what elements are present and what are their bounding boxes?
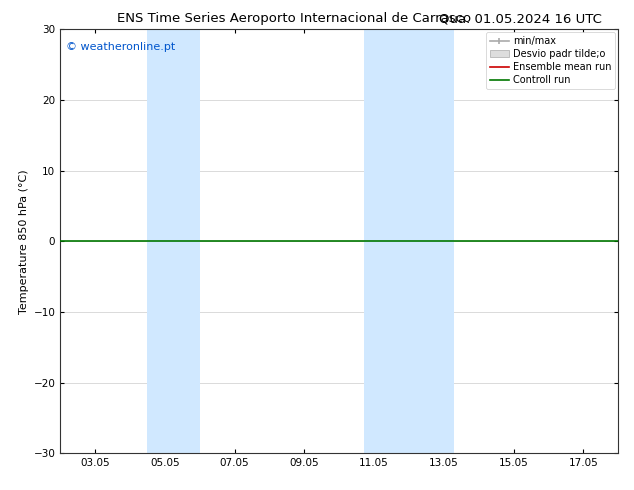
Bar xyxy=(409,29,454,453)
Legend: min/max, Desvio padr tilde;o, Ensemble mean run, Controll run: min/max, Desvio padr tilde;o, Ensemble m… xyxy=(486,32,615,89)
Text: © weatheronline.pt: © weatheronline.pt xyxy=(66,42,175,52)
Y-axis label: Temperature 850 hPa (°C): Temperature 850 hPa (°C) xyxy=(19,169,29,314)
Bar xyxy=(363,29,409,453)
Text: Qua. 01.05.2024 16 UTC: Qua. 01.05.2024 16 UTC xyxy=(439,12,602,25)
Bar xyxy=(147,29,200,453)
Text: ENS Time Series Aeroporto Internacional de Carrasco: ENS Time Series Aeroporto Internacional … xyxy=(117,12,472,25)
